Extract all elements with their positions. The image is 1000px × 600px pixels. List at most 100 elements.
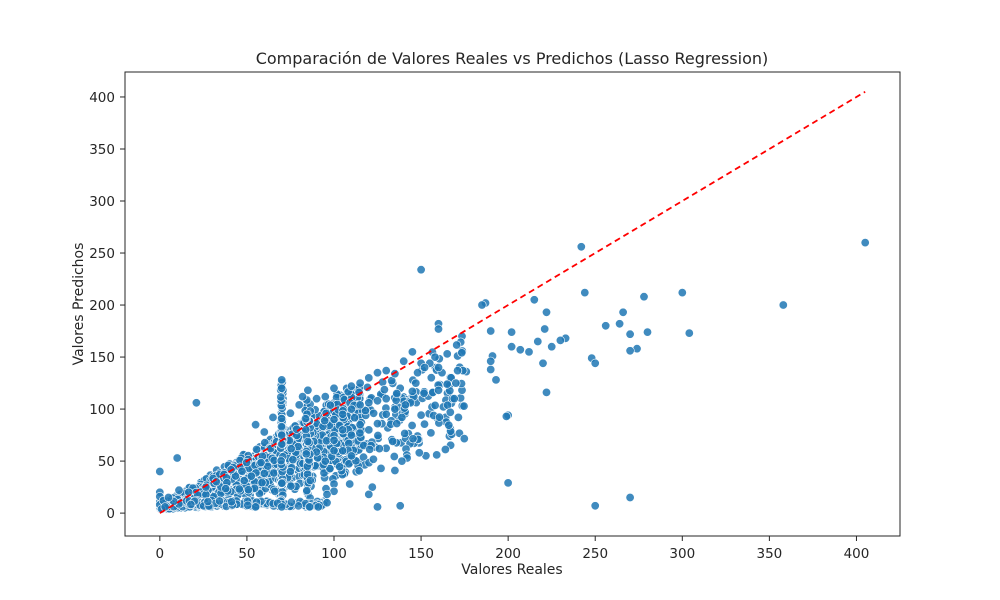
data-point: [373, 430, 383, 440]
data-point: [426, 428, 436, 438]
data-point: [625, 346, 635, 356]
data-point: [329, 446, 339, 456]
data-point: [372, 396, 382, 406]
data-point: [160, 502, 170, 512]
data-point: [440, 444, 450, 454]
y-tick-label: 50: [98, 454, 115, 470]
data-point: [276, 456, 286, 466]
data-point: [416, 265, 426, 275]
x-tick-label: 350: [756, 546, 782, 562]
data-point: [338, 425, 348, 435]
data-point: [243, 485, 253, 495]
x-tick-label: 400: [844, 546, 870, 562]
data-point: [294, 400, 304, 410]
data-point: [346, 430, 356, 440]
data-point: [444, 420, 454, 430]
data-point: [268, 412, 278, 422]
data-point: [400, 428, 410, 438]
data-point: [285, 466, 295, 476]
data-point: [392, 418, 402, 428]
data-point: [320, 392, 330, 402]
data-point: [338, 446, 348, 456]
data-point: [300, 414, 310, 424]
data-point: [449, 394, 459, 404]
data-point: [313, 502, 323, 512]
data-point: [257, 478, 267, 488]
data-point: [346, 381, 356, 391]
data-point: [407, 347, 417, 357]
data-point: [503, 478, 513, 488]
data-point: [625, 492, 635, 502]
data-point: [625, 329, 635, 339]
x-tick-label: 100: [321, 546, 347, 562]
points-layer: [155, 238, 870, 514]
data-point: [286, 481, 296, 491]
data-point: [433, 362, 443, 372]
x-tick-label: 150: [408, 546, 434, 562]
data-point: [234, 484, 244, 494]
data-point: [246, 471, 256, 481]
data-point: [442, 349, 452, 359]
data-point: [256, 458, 266, 468]
data-point: [381, 366, 391, 376]
data-point: [453, 366, 463, 376]
data-point: [432, 450, 442, 460]
data-point: [372, 502, 382, 512]
data-point: [345, 479, 355, 489]
data-point: [355, 400, 365, 410]
x-ticks: 0 50 100 150 200 250 300 350 400: [156, 536, 870, 562]
data-point: [580, 288, 590, 298]
data-point: [286, 497, 296, 507]
data-point: [221, 484, 231, 494]
data-point: [251, 420, 261, 430]
y-tick-label: 250: [89, 246, 115, 262]
data-point: [541, 387, 551, 397]
data-point: [174, 485, 184, 495]
data-point: [367, 482, 377, 492]
data-point: [388, 436, 398, 446]
y-tick-label: 350: [89, 142, 115, 158]
data-point: [355, 428, 365, 438]
data-point: [312, 394, 322, 404]
data-point: [374, 444, 384, 454]
data-point: [576, 242, 586, 252]
data-point: [426, 373, 436, 383]
data-point: [486, 326, 496, 336]
data-point: [452, 340, 462, 350]
data-point: [298, 392, 308, 402]
data-point: [329, 435, 339, 445]
data-point: [459, 401, 469, 411]
x-tick-label: 300: [669, 546, 695, 562]
data-point: [215, 496, 225, 506]
data-point: [381, 394, 391, 404]
data-point: [164, 492, 174, 502]
data-point: [590, 501, 600, 511]
data-point: [451, 378, 461, 388]
data-point: [155, 466, 165, 476]
x-tick-label: 250: [582, 546, 608, 562]
y-tick-label: 300: [89, 194, 115, 210]
data-point: [301, 449, 311, 459]
data-point: [243, 500, 253, 510]
y-tick-label: 150: [89, 350, 115, 366]
data-point: [414, 448, 424, 458]
data-point: [419, 388, 429, 398]
data-point: [365, 444, 375, 454]
data-point: [372, 419, 382, 429]
data-point: [355, 378, 365, 388]
data-point: [390, 465, 400, 475]
x-tick-label: 50: [238, 546, 255, 562]
data-point: [590, 358, 600, 368]
data-point: [360, 406, 370, 416]
data-point: [390, 404, 400, 414]
data-point: [397, 412, 407, 422]
data-point: [364, 373, 374, 383]
data-point: [411, 378, 421, 388]
data-point: [227, 497, 237, 507]
data-point: [354, 466, 364, 476]
data-point: [270, 486, 280, 496]
data-point: [407, 386, 417, 396]
data-point: [533, 336, 543, 346]
data-point: [252, 444, 262, 454]
